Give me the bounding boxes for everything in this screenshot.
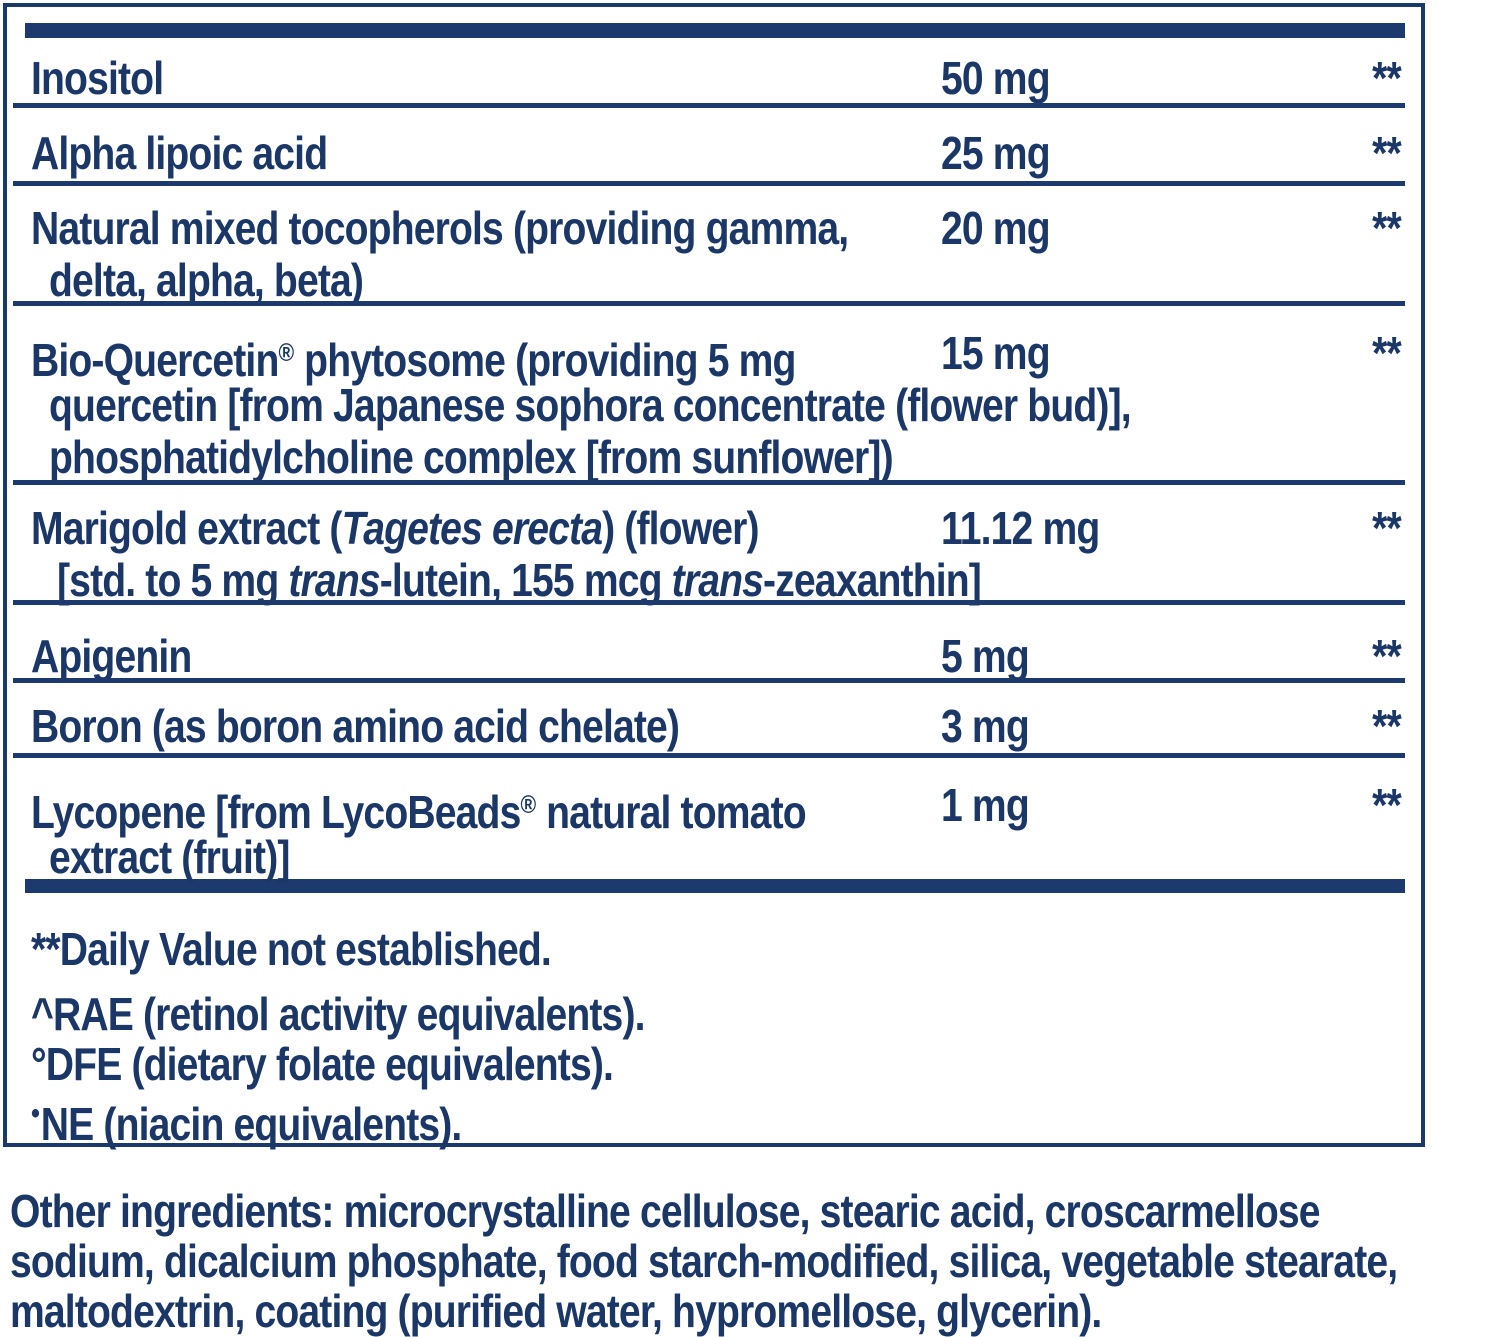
rae-footnote: ^RAE (retinol activity equivalents).: [31, 988, 645, 1040]
ingredient-amount: 1 mg: [941, 779, 1030, 831]
footnote-gap: [31, 975, 1401, 989]
daily-value-asterisks: **: [1372, 779, 1402, 831]
other-ingredients-line: sodium, dicalcium phosphate, food starch…: [10, 1235, 1398, 1287]
ingredient-line: Natural mixed tocopherols (providing gam…: [31, 202, 1402, 254]
supplement-facts-panel: Inositol 50 mg ** Alpha lipoic acid 25 m…: [3, 3, 1425, 1150]
ingredient-line-wrap: [std. to 5 mg trans-lutein, 155 mcg tran…: [31, 554, 1401, 606]
ingredient-line-wrap: extract (fruit)]: [31, 831, 1401, 883]
latin-name: Tagetes erecta: [341, 502, 603, 554]
ingredient-row-marigold-extract: Marigold extract (Tagetes erecta) (flowe…: [7, 485, 1421, 606]
ingredient-amount: 5 mg: [941, 630, 1030, 682]
footnote-separator-bar: [25, 879, 1405, 893]
other-ingredients-line: maltodextrin, coating (purified water, h…: [10, 1285, 1102, 1337]
ne-footnote: •NE (niacin equivalents).: [31, 1097, 462, 1150]
ingredient-line: Alpha lipoic acid 25 mg **: [31, 127, 1402, 179]
ingredient-line: Lycopene [from LycoBeads® natural tomato…: [31, 779, 1402, 838]
ingredient-line: Bio-Quercetin® phytosome (providing 5 mg…: [31, 327, 1402, 386]
ingredient-amount: 50 mg: [941, 52, 1051, 104]
ingredient-name: Bio-Quercetin® phytosome (providing 5 mg: [31, 334, 796, 386]
ingredient-name: Boron (as boron amino acid chelate): [31, 700, 680, 752]
daily-value-asterisks: **: [1372, 127, 1402, 179]
header-separator-bar: [25, 23, 1405, 38]
ingredient-row-bio-quercetin: Bio-Quercetin® phytosome (providing 5 mg…: [7, 306, 1421, 485]
ingredient-line: Inositol 50 mg **: [31, 52, 1402, 104]
ingredient-row-inositol: Inositol 50 mg **: [7, 38, 1421, 108]
footnotes-section: **Daily Value not established. ^RAE (ret…: [7, 893, 1421, 1150]
ingredient-row-boron: Boron (as boron amino acid chelate) 3 mg…: [7, 683, 1421, 758]
ingredient-amount: 15 mg: [941, 327, 1051, 379]
registered-trademark-icon: ®: [520, 791, 537, 819]
bullet-icon: •: [31, 1097, 41, 1130]
ingredient-name: Lycopene [from LycoBeads® natural tomato: [31, 786, 807, 838]
daily-value-asterisks: **: [1372, 327, 1402, 379]
ingredient-line: Marigold extract (Tagetes erecta) (flowe…: [31, 502, 1402, 554]
ingredient-amount: 3 mg: [941, 700, 1030, 752]
daily-value-asterisks: **: [1372, 502, 1402, 554]
ingredient-name: Inositol: [31, 52, 164, 104]
ingredient-amount: 11.12 mg: [941, 502, 1100, 554]
ingredient-name: Natural mixed tocopherols (providing gam…: [31, 202, 849, 254]
ingredient-row-lycopene: Lycopene [from LycoBeads® natural tomato…: [7, 758, 1421, 883]
daily-value-asterisks: **: [1372, 630, 1402, 682]
ingredient-name-continued: quercetin [from Japanese sophora concent…: [49, 379, 1132, 431]
ingredient-line-wrap: delta, alpha, beta): [31, 254, 1401, 306]
daily-value-asterisks: **: [1372, 52, 1402, 104]
ingredient-name: Alpha lipoic acid: [31, 127, 328, 179]
ingredient-name: Marigold extract (Tagetes erecta) (flowe…: [31, 502, 760, 554]
ingredient-line-wrap: quercetin [from Japanese sophora concent…: [31, 379, 1401, 431]
other-ingredients-line: Other ingredients: microcrystalline cell…: [10, 1185, 1321, 1237]
ingredient-amount: 20 mg: [941, 202, 1051, 254]
ingredient-name: Apigenin: [31, 630, 192, 682]
other-ingredients-text: Other ingredients: microcrystalline cell…: [10, 1186, 1498, 1336]
daily-value-asterisks: **: [1372, 202, 1402, 254]
ingredient-name-continued: extract (fruit)]: [49, 831, 290, 883]
registered-trademark-icon: ®: [278, 339, 295, 367]
dfe-footnote: °DFE (dietary folate equivalents).: [31, 1038, 614, 1090]
daily-value-asterisks: **: [1372, 700, 1402, 752]
ingredient-amount: 25 mg: [941, 127, 1051, 179]
ingredient-line-wrap: phosphatidylcholine complex [from sunflo…: [31, 431, 1401, 483]
ingredient-row-alpha-lipoic-acid: Alpha lipoic acid 25 mg **: [7, 108, 1421, 186]
ingredient-name-continued: delta, alpha, beta): [49, 254, 364, 306]
ingredient-name-continued: phosphatidylcholine complex [from sunflo…: [49, 431, 894, 483]
ingredient-row-apigenin: Apigenin 5 mg **: [7, 605, 1421, 683]
standardization-note: [std. to 5 mg trans-lutein, 155 mcg tran…: [57, 554, 982, 606]
ingredient-line: Apigenin 5 mg **: [31, 630, 1402, 682]
daily-value-footnote: **Daily Value not established.: [31, 923, 552, 975]
ingredient-line: Boron (as boron amino acid chelate) 3 mg…: [31, 700, 1402, 752]
ingredient-row-tocopherols: Natural mixed tocopherols (providing gam…: [7, 186, 1421, 306]
